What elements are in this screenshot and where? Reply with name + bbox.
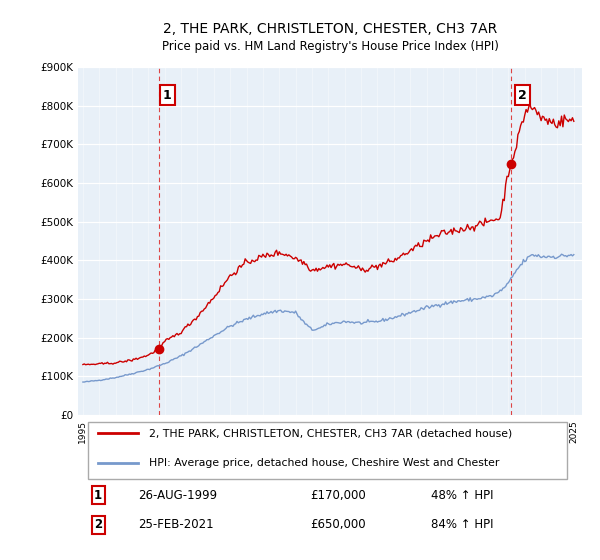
Text: 2, THE PARK, CHRISTLETON, CHESTER, CH3 7AR: 2, THE PARK, CHRISTLETON, CHESTER, CH3 7… (163, 22, 497, 36)
Text: HPI: Average price, detached house, Cheshire West and Chester: HPI: Average price, detached house, Ches… (149, 458, 499, 468)
Text: 1: 1 (94, 489, 102, 502)
Text: 2: 2 (94, 518, 102, 531)
Text: £170,000: £170,000 (310, 489, 365, 502)
FancyBboxPatch shape (88, 422, 567, 479)
Text: 84% ↑ HPI: 84% ↑ HPI (431, 518, 493, 531)
Text: £650,000: £650,000 (310, 518, 365, 531)
Text: 25-FEB-2021: 25-FEB-2021 (139, 518, 214, 531)
Text: 2: 2 (518, 88, 527, 101)
Text: 48% ↑ HPI: 48% ↑ HPI (431, 489, 493, 502)
Text: 26-AUG-1999: 26-AUG-1999 (139, 489, 218, 502)
Text: 2, THE PARK, CHRISTLETON, CHESTER, CH3 7AR (detached house): 2, THE PARK, CHRISTLETON, CHESTER, CH3 7… (149, 428, 512, 438)
Text: 1: 1 (163, 88, 172, 101)
Text: Price paid vs. HM Land Registry's House Price Index (HPI): Price paid vs. HM Land Registry's House … (161, 40, 499, 53)
